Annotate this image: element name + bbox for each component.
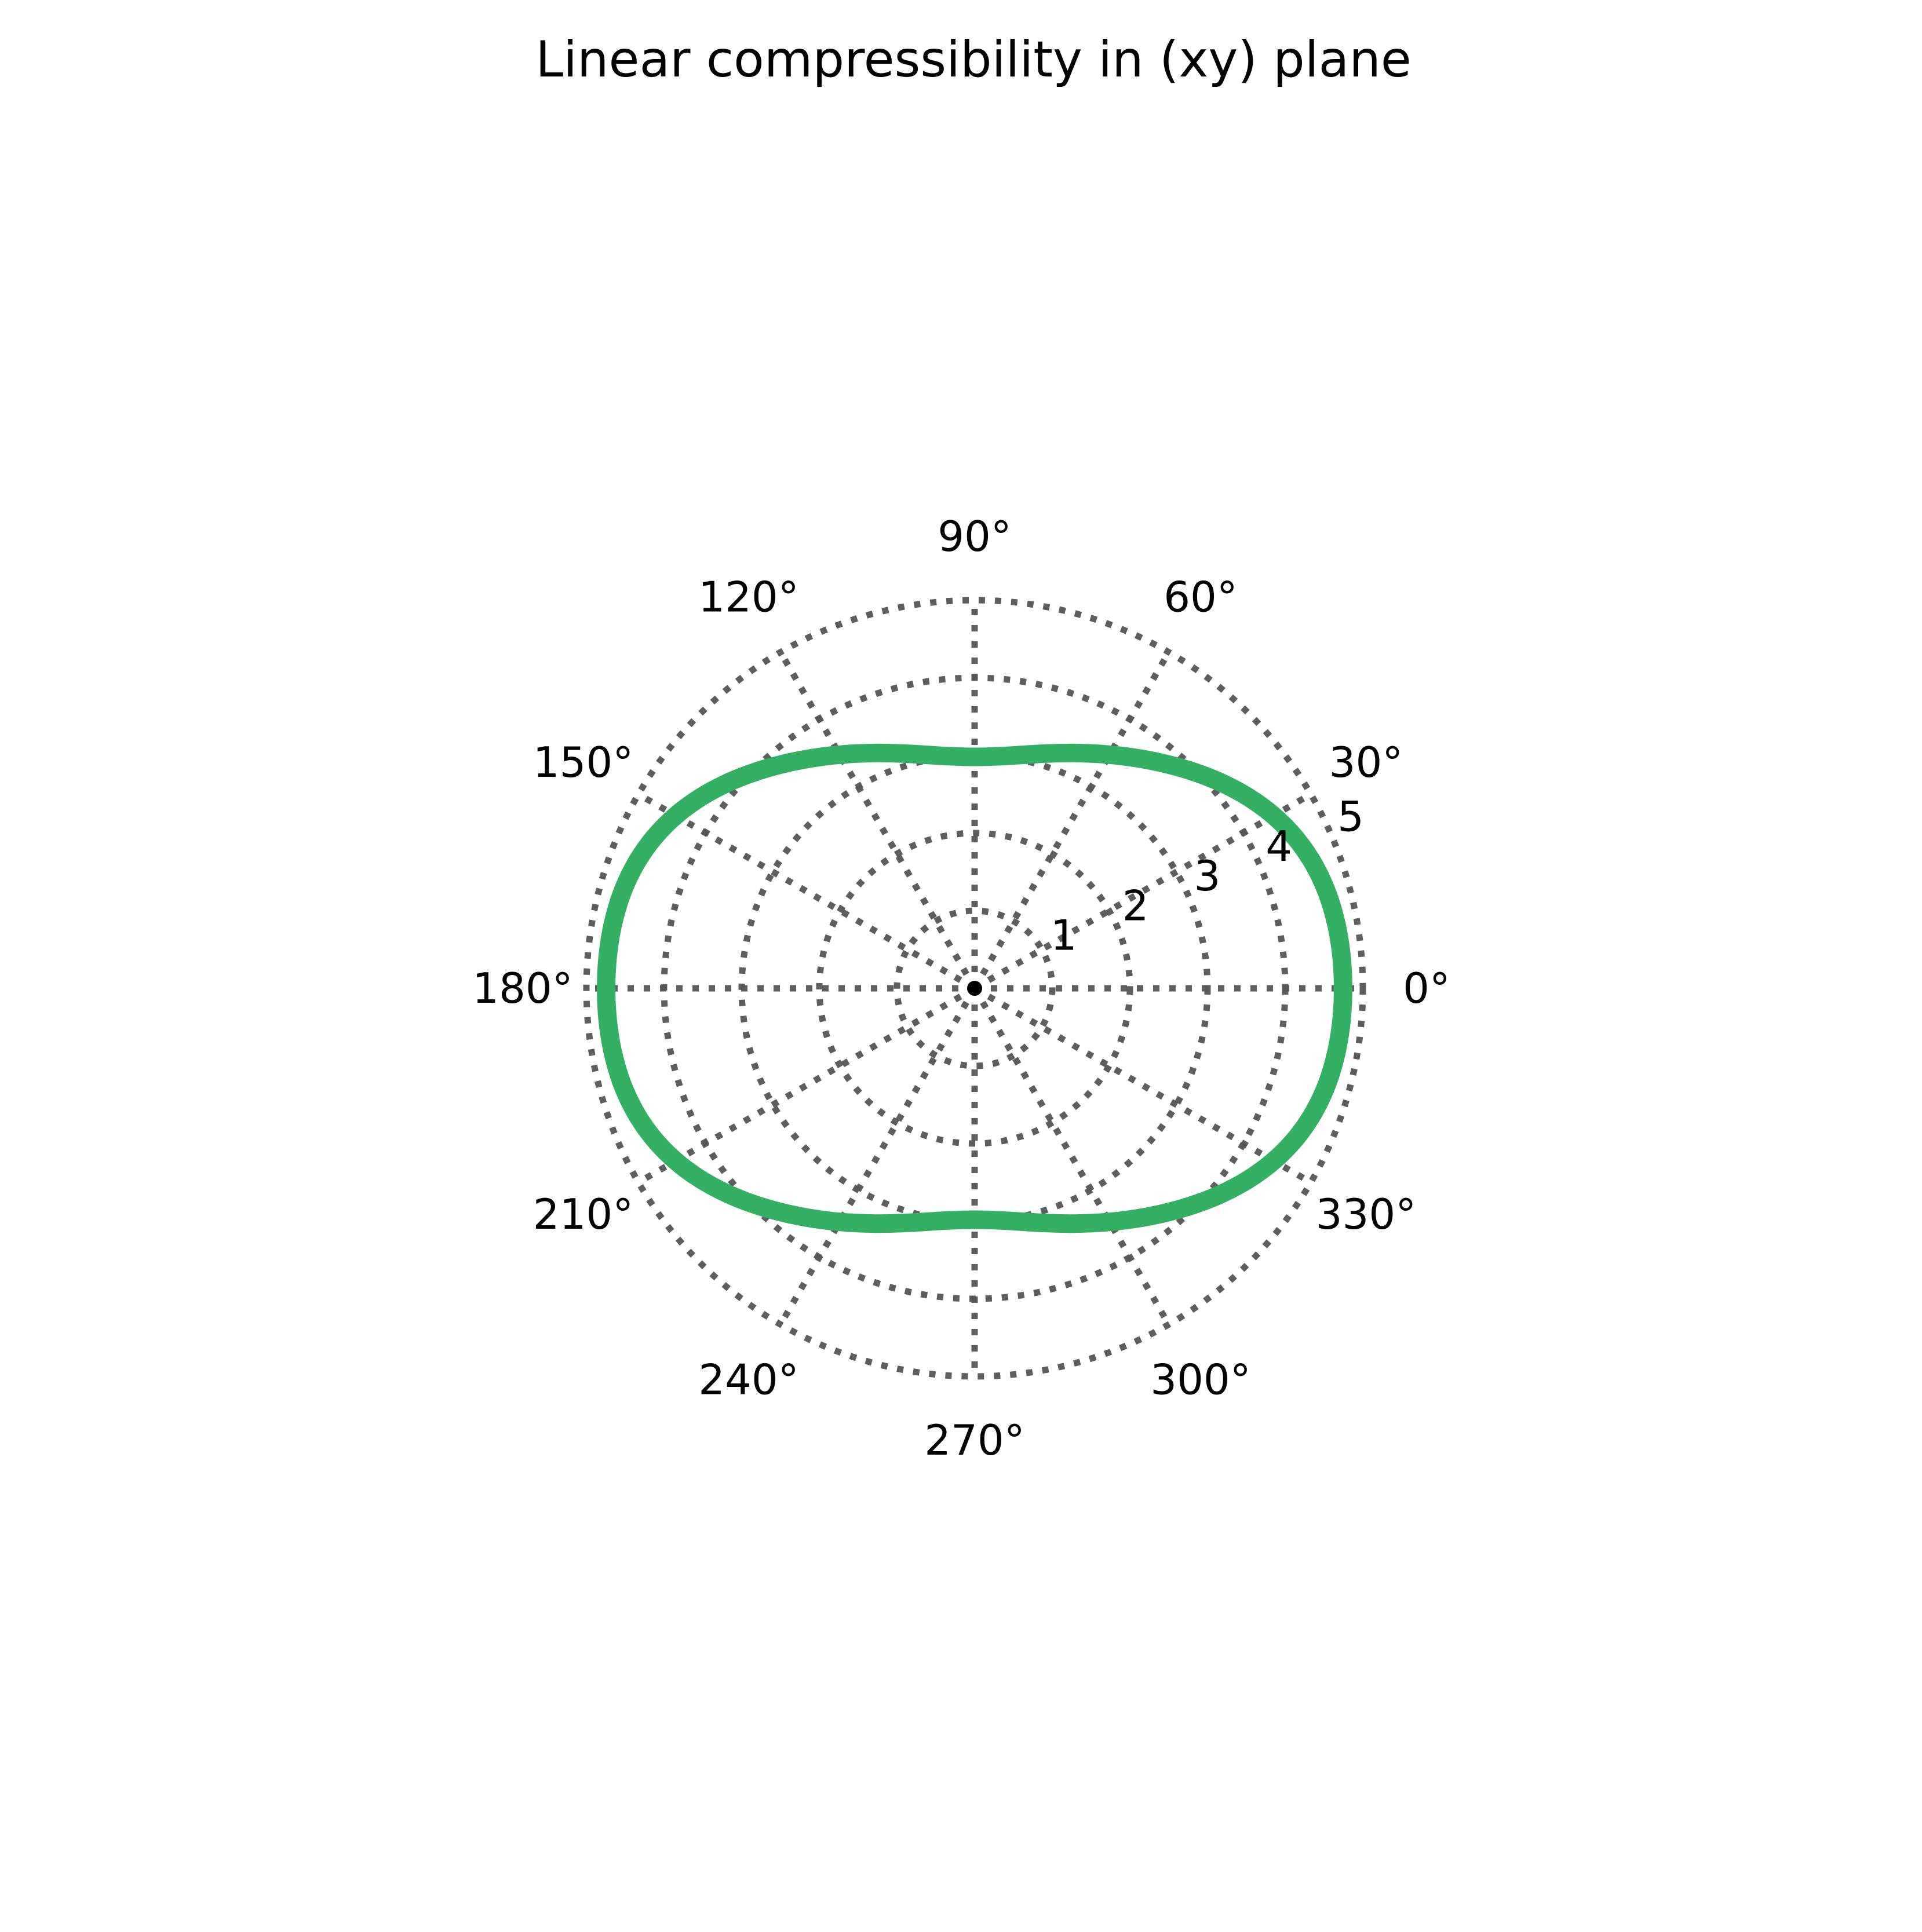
theta-tick-label-0: 0° <box>1403 964 1450 1013</box>
theta-tick-label-30: 30° <box>1329 738 1403 787</box>
theta-grid-line-300 <box>972 987 1172 1326</box>
r-tick-label-4: 4 <box>1265 822 1292 871</box>
r-tick-label-2: 2 <box>1122 881 1149 930</box>
theta-tick-label-270: 270° <box>924 1416 1024 1464</box>
r-grid-circle-5 <box>583 597 1366 1380</box>
polar-grid <box>583 597 1366 1380</box>
theta-tick-label-150: 150° <box>533 738 633 787</box>
theta-tick-label-210: 210° <box>533 1190 633 1239</box>
r-tick-label-1: 1 <box>1051 911 1077 960</box>
theta-tick-label-60: 60° <box>1164 573 1238 622</box>
theta-grid-line-210 <box>637 985 976 1185</box>
r-tick-label-5: 5 <box>1337 792 1364 841</box>
center-marker <box>967 981 982 996</box>
tick-labels: 0° 30° 60° 90° 120° 150° 180° 210° 240° 270° 300° 3… <box>472 512 1450 1464</box>
theta-tick-label-330: 330° <box>1316 1190 1416 1239</box>
theta-tick-label-300: 300° <box>1150 1355 1250 1404</box>
theta-tick-label-90: 90° <box>938 512 1012 561</box>
theta-tick-label-180: 180° <box>472 964 572 1013</box>
chart-title: Linear compressibility in (xy) plane <box>535 31 1412 89</box>
r-grid-circle-1 <box>893 907 1056 1069</box>
series-line-0 <box>597 743 1352 1233</box>
r-grid-circle-2 <box>816 830 1133 1147</box>
theta-grid-line-120 <box>778 651 978 990</box>
theta-grid-line-240 <box>778 987 978 1326</box>
data-layer <box>597 743 1352 1233</box>
theta-tick-label-120: 120° <box>698 573 798 622</box>
r-tick-label-3: 3 <box>1194 852 1220 900</box>
theta-tick-label-240: 240° <box>698 1355 798 1404</box>
